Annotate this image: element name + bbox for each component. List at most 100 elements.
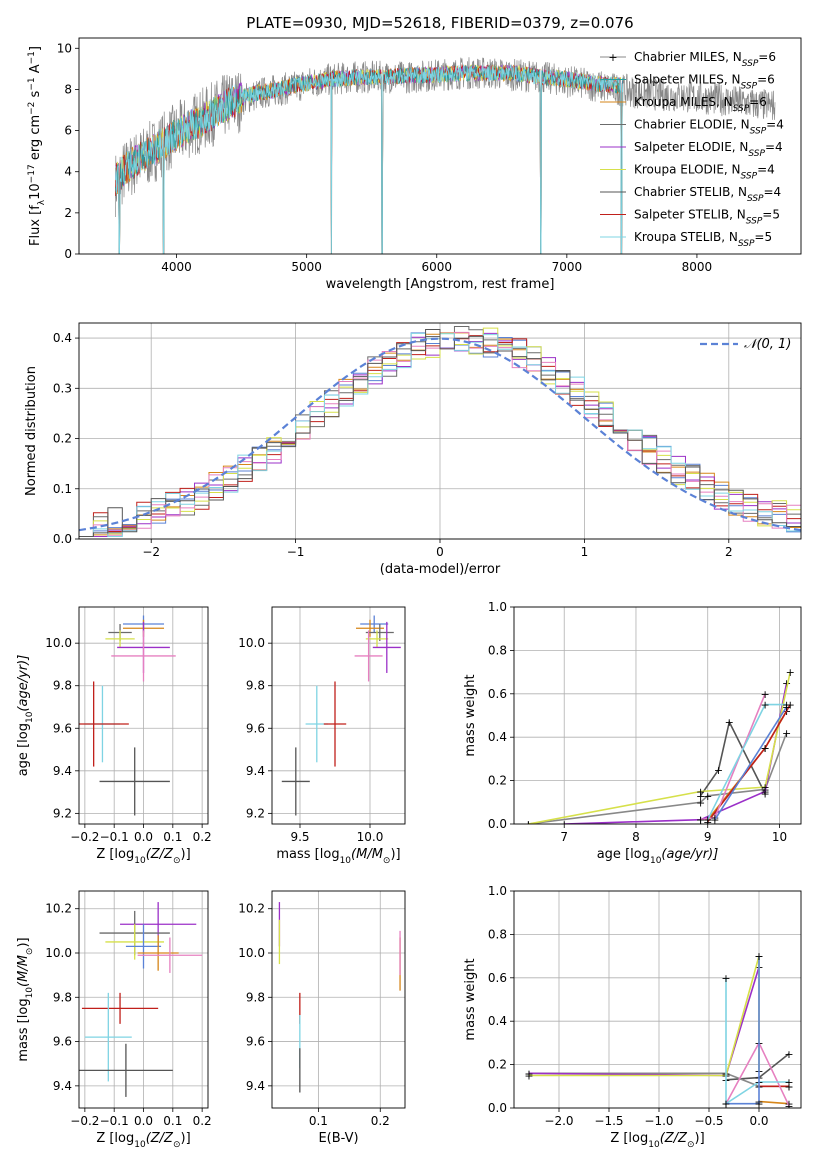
weight-series-marker: + — [784, 1098, 793, 1111]
x-tick-label: −1 — [287, 545, 305, 559]
y-tick-label: 10.0 — [238, 636, 265, 650]
weight-series-marker: + — [710, 811, 719, 824]
x-axis-label: Z [log10(Z/Z⊙)] — [96, 847, 190, 866]
x-tick-label: 7 — [560, 830, 568, 844]
x-tick-label: 0 — [436, 545, 444, 559]
weight-series-marker: + — [761, 788, 770, 801]
plot-area — [115, 57, 776, 254]
weight-series-marker: + — [782, 699, 791, 712]
spectrum-model-line — [115, 64, 624, 254]
weight-series-line — [528, 671, 791, 824]
weight-series-marker: + — [721, 1098, 730, 1111]
x-tick-label: −0.1 — [100, 830, 129, 844]
weight-series-line — [707, 704, 791, 823]
mass-vs-reddening-panel: 0.1 0.2 9.4 9.6 9.8 10.0 10.2 E(B-V) — [238, 890, 406, 1146]
x-tick-label: −0.1 — [100, 1114, 129, 1128]
x-tick-label: 0.2 — [193, 830, 212, 844]
y-tick-label: 4 — [64, 165, 72, 179]
y-tick-label: 0.6 — [488, 687, 507, 701]
axes-frame — [271, 890, 406, 1109]
y-tick-label: 9.6 — [53, 721, 72, 735]
y-tick-label: 9.8 — [246, 990, 265, 1004]
y-tick-label: 10.2 — [238, 902, 265, 916]
axes-frame — [513, 606, 802, 825]
x-tick-label: 8000 — [682, 260, 713, 274]
weight-series-marker: + — [761, 785, 770, 798]
legend-entry: Chabrier STELIB, NSSP=4 — [634, 185, 781, 204]
y-tick-label: 10.0 — [45, 636, 72, 650]
x-tick-label: 0.2 — [371, 1114, 390, 1128]
grid-lines — [514, 606, 801, 825]
y-tick-label: 0.8 — [488, 927, 507, 941]
y-axis-label: mass [log10(M/M⊙)] — [16, 937, 35, 1061]
weight-series-marker: + — [524, 1067, 533, 1080]
x-tick-label: 0.0 — [134, 1114, 153, 1128]
weight-series-marker: + — [524, 818, 533, 831]
weight-series-marker: + — [696, 796, 705, 809]
normal-curve — [79, 337, 801, 532]
x-tick-label: −2.0 — [544, 1114, 573, 1128]
axes-frame — [271, 606, 406, 825]
x-tick-label: 6000 — [421, 260, 452, 274]
legend-marker: + — [608, 51, 617, 64]
weight-series-marker: + — [786, 699, 795, 712]
weight-series-marker: + — [784, 1076, 793, 1089]
x-tick-label: −2 — [142, 545, 160, 559]
y-tick-label: 1.0 — [488, 600, 507, 614]
y-tick-label: 10.0 — [238, 946, 265, 960]
spectrum-model-line — [115, 63, 624, 254]
x-tick-label: 9 — [704, 830, 712, 844]
weight-series-line — [714, 706, 788, 821]
x-tick-label: 5000 — [291, 260, 322, 274]
x-tick-label: 9.5 — [290, 830, 309, 844]
legend-entry: Kroupa MILES, NSSP=6 — [634, 95, 767, 114]
y-tick-label: 9.4 — [53, 1079, 72, 1093]
mass-vs-metallicity-panel: −0.2 −0.1 0.0 0.1 0.2 9.4 9.6 9.8 10.0 10.2 Z [log… — [16, 890, 212, 1150]
age-vs-metallicity-panel: −0.2 −0.1 0.0 0.1 0.2 9.2 9.4 9.6 9.8 10.0 Z [log1… — [16, 606, 212, 866]
y-axis-label: Flux [fλ10−17 erg cm−2 s−1 A−1] — [27, 46, 47, 246]
axes-frame — [78, 37, 802, 255]
weight-series-marker: + — [703, 814, 712, 827]
y-tick-label: 0.8 — [488, 643, 507, 657]
weight-series-marker: + — [761, 742, 770, 755]
weight-series-line — [564, 682, 788, 824]
legend-entry: Kroupa ELODIE, NSSP=4 — [634, 163, 775, 182]
x-axis-label: Z [log10(Z/Z⊙)] — [610, 1131, 704, 1150]
residuals-panel: −2 −1 0 1 2 0.0 0.1 0.2 0.3 0.4 (data-model)/error… — [24, 322, 802, 577]
y-tick-label: 9.4 — [53, 764, 72, 778]
axes-frame — [78, 606, 209, 825]
weight-series-marker: + — [784, 1100, 793, 1113]
y-tick-label: 6 — [64, 124, 72, 138]
y-tick-label: 0.0 — [488, 1101, 507, 1115]
y-axis-label: mass weight — [463, 958, 478, 1040]
y-tick-label: 0.3 — [53, 381, 72, 395]
y-tick-label: 9.6 — [246, 721, 265, 735]
weight-series-line — [706, 703, 787, 821]
plot-area — [79, 615, 176, 816]
x-tick-label: 0.1 — [309, 1114, 328, 1128]
spectrum-panel: 4000 5000 6000 7000 8000 0 2 4 6 8 10 wavelength [A… — [27, 37, 802, 292]
x-axis-label: Z [log10(Z/Z⊙)] — [96, 1131, 190, 1150]
x-tick-label: 10.0 — [357, 830, 384, 844]
y-axis-label: Normed distribution — [24, 366, 39, 496]
weight-series-marker: + — [782, 727, 791, 740]
spectrum-data-line — [115, 57, 776, 254]
weight-series-marker: + — [761, 781, 770, 794]
y-tick-label: 9.6 — [246, 1035, 265, 1049]
x-tick-label: 0.2 — [193, 1114, 212, 1128]
y-tick-label: 0.1 — [53, 482, 72, 496]
weight-series-marker: + — [703, 790, 712, 803]
y-tick-label: 0.4 — [488, 1014, 507, 1028]
weight-vs-metallicity-panel: −2.0 −1.5 −1.0 −0.5 0.00.00.20.40.60.81.0+ ++… — [463, 884, 802, 1150]
y-axis-label: age [log10(age/yr)] — [16, 655, 35, 777]
x-tick-label: 10 — [772, 830, 787, 844]
weight-series-line — [725, 977, 789, 1106]
legend-entry: Salpeter MILES, NSSP=6 — [634, 73, 775, 92]
spectrum-model-line — [115, 64, 624, 254]
grid-lines — [79, 607, 208, 824]
weight-series-marker: + — [754, 1098, 763, 1111]
legend-entry: Salpeter STELIB, NSSP=5 — [634, 208, 780, 227]
legend: + Chabrier MILES, NSSP=6 Salpeter MILES, N… — [600, 50, 784, 249]
weight-series-line — [699, 719, 766, 797]
weight-series-marker: + — [524, 1069, 533, 1082]
